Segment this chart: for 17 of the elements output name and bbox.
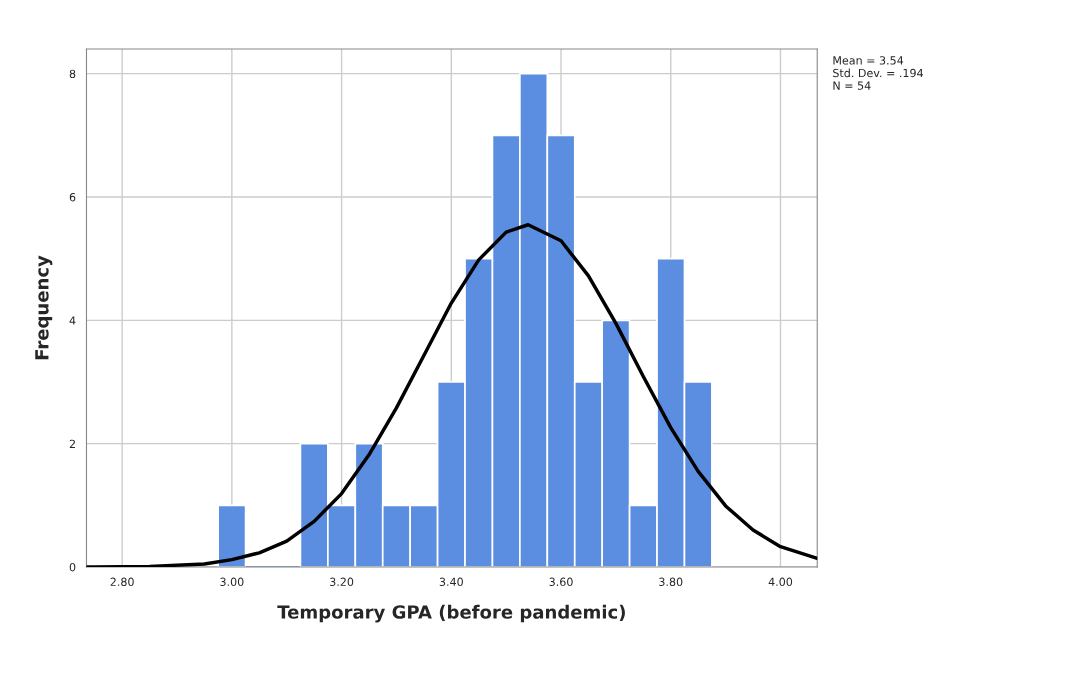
text: N = 54	[833, 81, 871, 90]
y-tick-label: 8	[69, 69, 76, 79]
y-tick-label: 2	[69, 439, 75, 448]
x-tick-label: 3.00	[220, 577, 244, 587]
y-tick-label: 0	[69, 562, 76, 572]
x-axis-title: Temporary GPA (before pandemic)	[277, 604, 625, 623]
y-axis-title: Frequency	[35, 255, 53, 360]
text: Mean = 3.54	[833, 56, 904, 65]
text: Std. Dev. = .194	[833, 68, 924, 78]
x-tick-label: 3.20	[330, 577, 354, 587]
x-tick-label: 3.40	[439, 577, 463, 587]
y-tick-label: 6	[69, 192, 76, 202]
x-tick-label: 4.00	[768, 577, 793, 587]
x-tick-label: 2.80	[110, 577, 134, 587]
y-tick-label: 4	[69, 316, 76, 325]
x-tick-label: 3.80	[659, 577, 683, 587]
x-tick-label: 3.60	[549, 577, 573, 587]
